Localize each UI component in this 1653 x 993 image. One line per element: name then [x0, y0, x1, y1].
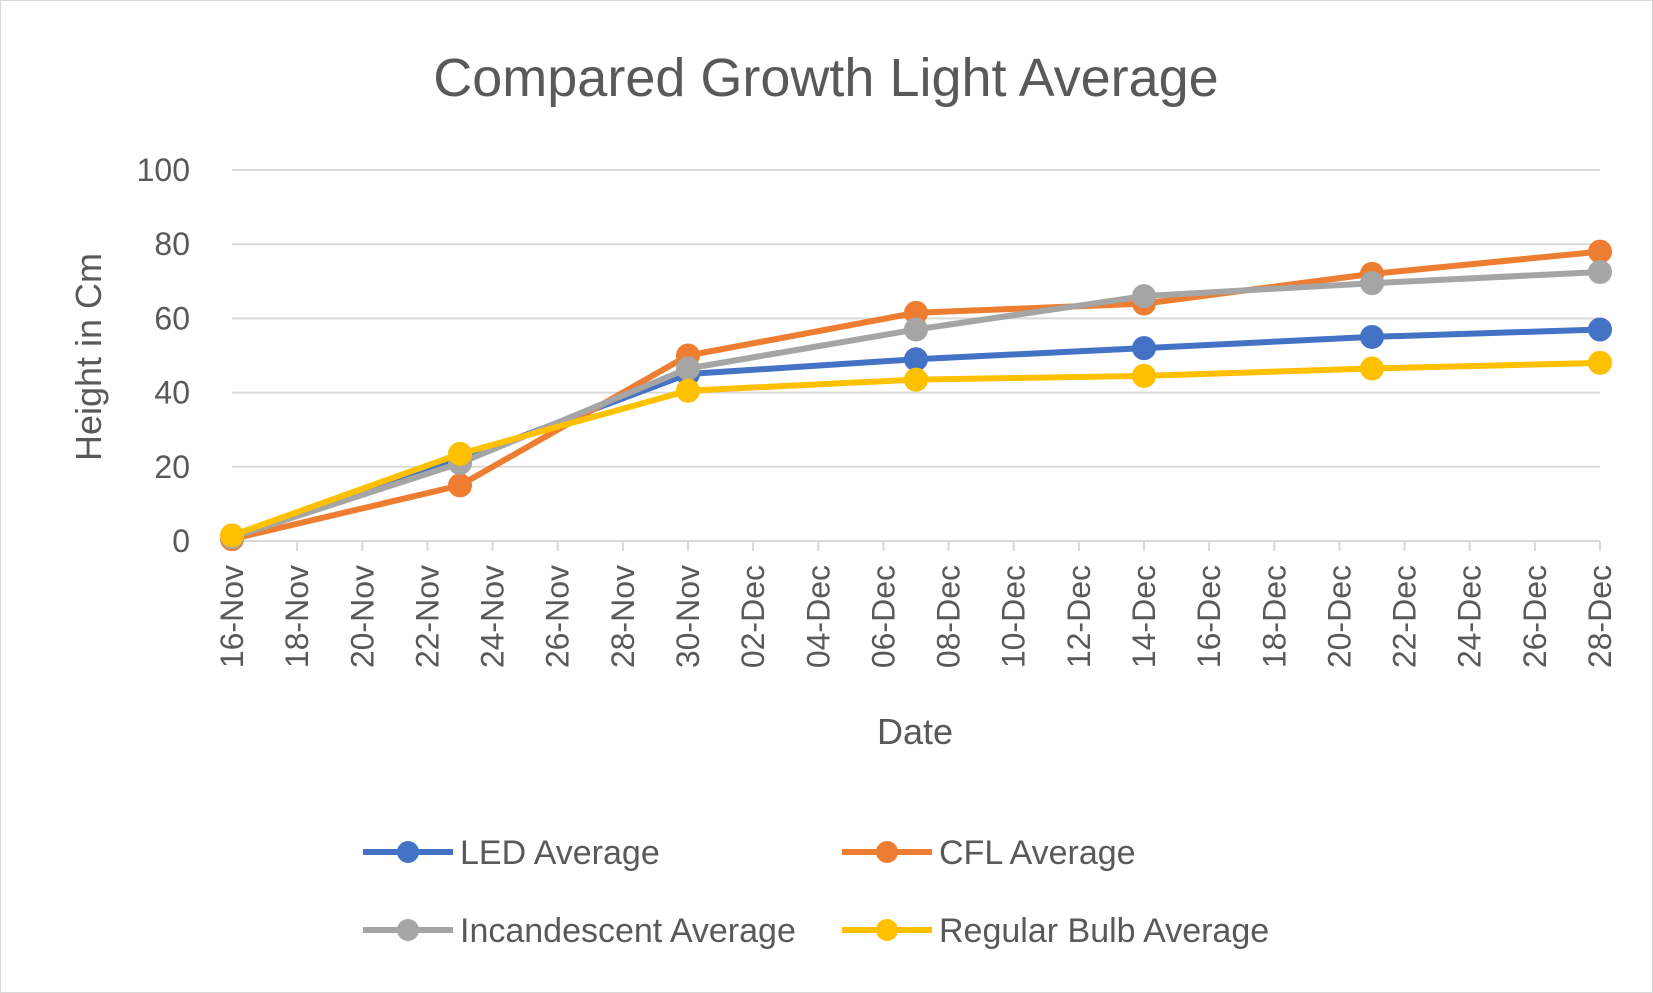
- x-tick-label: 28-Nov: [605, 565, 641, 668]
- data-point: [676, 378, 700, 403]
- legend-item-incandescent-average: Incandescent Average: [363, 912, 796, 950]
- x-tick-label: 24-Dec: [1452, 565, 1488, 668]
- series-line: [229, 248, 1603, 543]
- x-axis-title: Date: [877, 711, 953, 752]
- y-tick-label: 80: [154, 226, 190, 262]
- legend-marker: [397, 919, 419, 941]
- x-tick-label: 20-Nov: [344, 565, 380, 668]
- data-point: [1588, 260, 1612, 285]
- y-tick-label: 0: [172, 523, 190, 559]
- legend-label: Incandescent Average: [460, 912, 796, 950]
- legend: LED Average CFL Average Incandescent Avera…: [363, 834, 1269, 950]
- x-tick-label: 20-Dec: [1321, 565, 1357, 668]
- x-tick-label: 22-Dec: [1387, 565, 1423, 668]
- y-tick-label: 40: [154, 375, 190, 411]
- data-point: [220, 523, 244, 548]
- data-point: [904, 317, 928, 342]
- legend-item-cfl-average: CFL Average: [842, 834, 1136, 872]
- legend-marker: [876, 919, 898, 941]
- series-regular-bulb-average: [220, 350, 1612, 548]
- data-point: [1588, 317, 1612, 342]
- data-point: [1588, 239, 1612, 264]
- data-point: [448, 441, 472, 466]
- data-point: [448, 473, 472, 498]
- x-tick-label: 10-Dec: [996, 565, 1032, 668]
- data-point: [1132, 336, 1156, 361]
- x-tick-label: 16-Dec: [1191, 565, 1227, 668]
- data-point: [1132, 363, 1156, 388]
- legend-label: LED Average: [460, 834, 660, 872]
- data-point: [1360, 356, 1384, 381]
- y-axis-title: Height in Cm: [68, 253, 109, 461]
- y-axis-ticks: 0 20 40 60 80 100: [137, 152, 190, 559]
- x-tick-label: 16-Nov: [214, 565, 250, 668]
- x-tick-label: 26-Nov: [540, 565, 576, 668]
- data-point: [1132, 284, 1156, 309]
- x-tick-label: 22-Nov: [409, 565, 445, 668]
- legend-marker: [397, 841, 419, 863]
- y-tick-label: 60: [154, 300, 190, 336]
- x-tick-label: 24-Nov: [475, 565, 511, 668]
- data-point: [676, 356, 700, 381]
- x-tick-label: 02-Dec: [735, 565, 771, 668]
- x-axis: 16-Nov 18-Nov 20-Nov 22-Nov 24-Nov 26-Nov 28-N…: [214, 540, 1618, 668]
- x-tick-label: 18-Nov: [279, 565, 315, 668]
- x-tick-label: 18-Dec: [1256, 565, 1292, 668]
- chart-title: Compared Growth Light Average: [433, 48, 1218, 108]
- series-layer: [220, 239, 1612, 552]
- x-tick-label: 30-Nov: [670, 565, 706, 668]
- legend-label: CFL Average: [939, 834, 1136, 872]
- data-point: [1360, 271, 1384, 296]
- x-tick-label: 04-Dec: [800, 565, 836, 668]
- data-point: [1360, 324, 1384, 349]
- x-tick-label: 28-Dec: [1582, 565, 1618, 668]
- y-tick-label: 100: [137, 152, 190, 188]
- legend-item-regular-bulb-average: Regular Bulb Average: [842, 912, 1269, 950]
- x-tick-label: 14-Dec: [1126, 565, 1162, 668]
- series-led-average: [220, 317, 1612, 550]
- y-tick-label: 20: [154, 449, 190, 485]
- x-tick-label: 06-Dec: [865, 565, 901, 668]
- legend-marker: [876, 841, 898, 863]
- data-point: [904, 367, 928, 392]
- x-tick-label: 12-Dec: [1061, 565, 1097, 668]
- x-tick-label: 08-Dec: [931, 565, 967, 668]
- data-point: [904, 347, 928, 372]
- series-cfl-average: [220, 239, 1612, 552]
- x-tick-label: 26-Dec: [1517, 565, 1553, 668]
- legend-label: Regular Bulb Average: [939, 912, 1269, 950]
- legend-item-led-average: LED Average: [363, 834, 660, 872]
- data-point: [1588, 350, 1612, 375]
